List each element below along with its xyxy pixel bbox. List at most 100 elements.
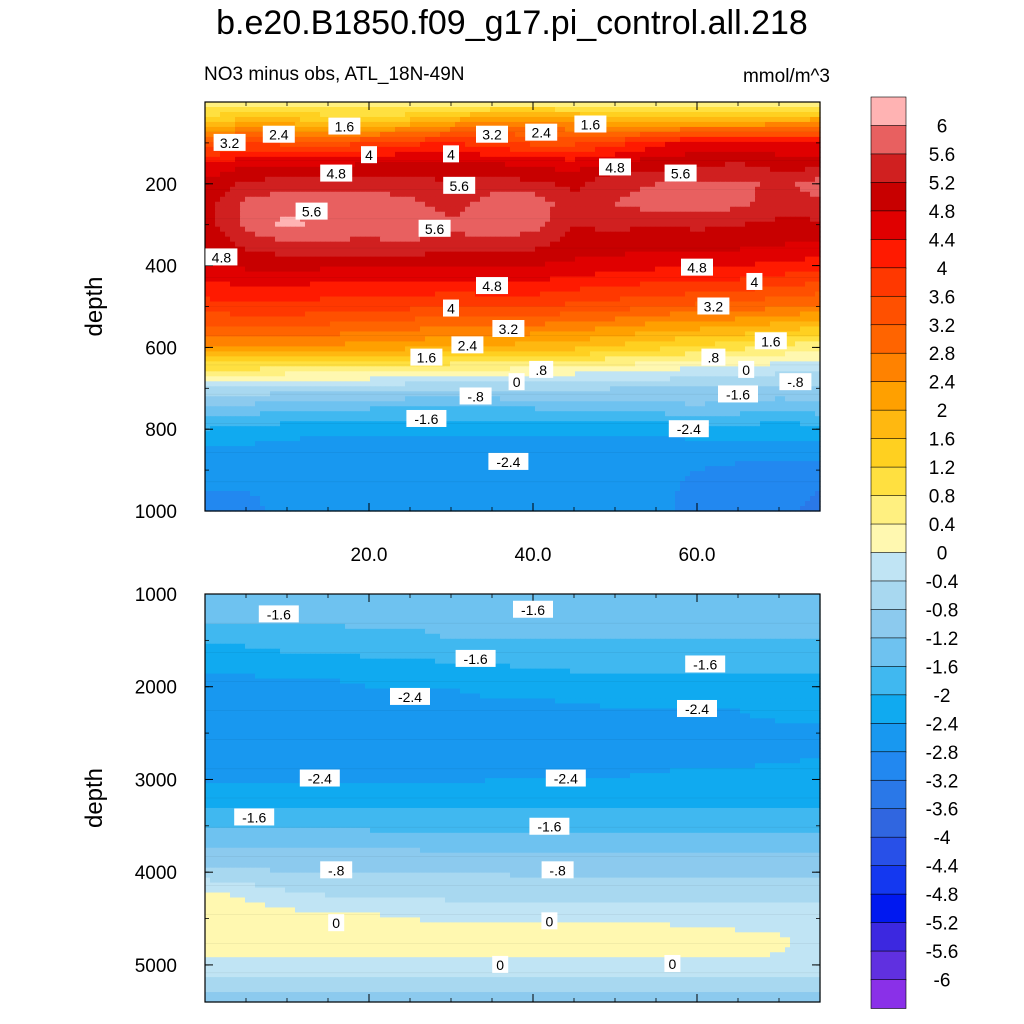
- field-cell: [695, 141, 701, 148]
- field-cell: [420, 111, 426, 118]
- field-cell: [205, 296, 211, 303]
- field-cell: [505, 301, 511, 308]
- field-cell: [700, 146, 706, 153]
- field-cell: [330, 266, 336, 273]
- field-cell: [420, 286, 426, 293]
- field-cell: [240, 171, 246, 178]
- field-cell: [465, 256, 471, 263]
- field-cell: [265, 111, 271, 118]
- field-cell: [345, 211, 351, 218]
- field-cell: [300, 296, 306, 303]
- field-cell: [755, 241, 761, 248]
- field-cell: [565, 226, 571, 233]
- field-cell: [420, 301, 426, 308]
- field-cell: [420, 176, 426, 183]
- field-cell: [680, 231, 686, 238]
- field-cell: [300, 156, 306, 163]
- field-cell: [600, 111, 606, 118]
- field-cell: [565, 286, 571, 293]
- field-cell: [595, 256, 601, 263]
- field-cell: [625, 231, 631, 238]
- field-cell: [380, 166, 386, 173]
- field-cell: [615, 236, 621, 243]
- field-cell: [450, 121, 456, 128]
- field-cell: [545, 226, 551, 233]
- field-cell: [270, 211, 276, 218]
- field-cell: [455, 206, 461, 213]
- field-cell: [690, 276, 696, 283]
- field-cell: [735, 261, 741, 268]
- field-cell: [730, 151, 736, 158]
- field-cell: [580, 286, 586, 293]
- field-cell: [560, 231, 566, 238]
- field-cell: [370, 206, 376, 213]
- field-cell: [580, 236, 586, 243]
- field-cell: [725, 231, 731, 238]
- field-cell: [780, 241, 786, 248]
- field-cell: [560, 206, 566, 213]
- field-cell: [520, 266, 526, 273]
- field-cell: [590, 106, 596, 113]
- field-cell: [430, 151, 436, 158]
- field-cell: [740, 206, 746, 213]
- field-cell: [245, 102, 251, 108]
- field-cell: [435, 176, 441, 183]
- field-cell: [685, 141, 691, 148]
- field-cell: [645, 281, 651, 288]
- field-cell: [630, 156, 636, 163]
- field-cell: [670, 121, 676, 128]
- field-cell: [695, 191, 701, 198]
- field-cell: [595, 166, 601, 173]
- field-cell: [385, 246, 391, 253]
- field-cell: [575, 102, 581, 108]
- field-cell: [240, 161, 246, 168]
- field-cell: [565, 296, 571, 303]
- field-cell: [585, 291, 591, 298]
- field-cell: [525, 226, 531, 233]
- field-cell: [805, 146, 811, 153]
- field-cell: [260, 221, 266, 228]
- field-cell: [765, 111, 771, 118]
- field-cell: [250, 176, 256, 183]
- field-cell: [240, 181, 246, 188]
- field-cell: [580, 102, 586, 108]
- field-cell: [790, 291, 796, 298]
- field-cell: [305, 261, 311, 268]
- field-cell: [685, 241, 691, 248]
- field-cell: [660, 236, 666, 243]
- field-cell: [795, 241, 801, 248]
- field-cell: [430, 186, 436, 193]
- field-cell: [425, 261, 431, 268]
- field-cell: [630, 261, 636, 268]
- field-cell: [785, 231, 791, 238]
- field-cell: [720, 181, 726, 188]
- field-cell: [570, 221, 576, 228]
- field-cell: [550, 111, 556, 118]
- field-cell: [225, 196, 231, 203]
- field-cell: [460, 156, 466, 163]
- field-cell: [625, 206, 631, 213]
- field-cell: [590, 181, 596, 188]
- field-cell: [405, 186, 411, 193]
- field-cell: [465, 271, 471, 278]
- field-cell: [540, 246, 546, 253]
- field-cell: [210, 151, 216, 158]
- field-cell: [250, 216, 256, 223]
- field-cell: [335, 226, 341, 233]
- field-cell: [225, 171, 231, 178]
- field-cell: [330, 226, 336, 233]
- field-cell: [255, 151, 261, 158]
- field-cell: [675, 236, 681, 243]
- field-cell: [785, 151, 791, 158]
- field-cell: [420, 106, 426, 113]
- field-cell: [680, 216, 686, 223]
- field-cell: [615, 186, 621, 193]
- field-cell: [665, 156, 671, 163]
- field-cell: [730, 146, 736, 153]
- field-cell: [365, 271, 371, 278]
- field-cell: [600, 141, 606, 148]
- field-cell: [740, 141, 746, 148]
- field-cell: [510, 181, 516, 188]
- field-cell: [535, 161, 541, 168]
- field-cell: [595, 276, 601, 283]
